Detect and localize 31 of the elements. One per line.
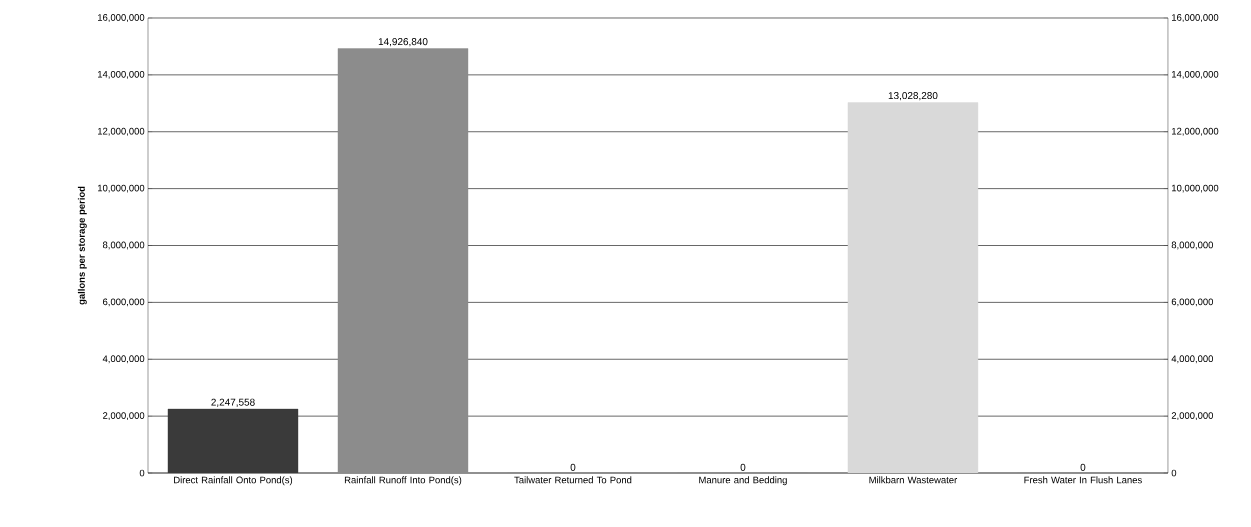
y2-tick-label: 0: [1171, 469, 1177, 477]
x-tick-label: Direct Rainfall Onto Pond(s): [174, 476, 293, 486]
x-tick-label: Fresh Water In Flush Lanes: [1024, 476, 1142, 484]
y2-tick-label: 10,000,000: [1172, 184, 1219, 193]
y-tick-label: 8,000,000: [102, 241, 145, 250]
y-axis-title: gallons per storage period: [77, 186, 87, 305]
y-tick-label: 16,000,000: [98, 14, 145, 22]
y-tick-label: 2,000,000: [103, 412, 145, 421]
x-tick-label: Manure and Bedding: [699, 476, 787, 486]
x-tick-label: Rainfall Runoff Into Pond(s): [344, 476, 462, 486]
y2-tick-label: 14,000,000: [1172, 70, 1219, 79]
x-tick-label: Tailwater Returned To Pond: [514, 476, 632, 484]
y-tick-label: 12,000,000: [98, 127, 145, 136]
y2-tick-label: 12,000,000: [1172, 127, 1219, 136]
data-label: 2,247,558: [211, 398, 255, 407]
y2-tick-label: 4,000,000: [1171, 355, 1214, 364]
y2-tick-label: 6,000,000: [1171, 298, 1214, 307]
data-label: 0: [1080, 463, 1086, 471]
y-tick-label: 10,000,000: [98, 184, 145, 193]
y-tick-label: 4,000,000: [102, 355, 145, 364]
y2-tick-label: 2,000,000: [1171, 412, 1214, 421]
x-tick-label: Milkbarn Wastewater: [869, 476, 958, 484]
data-label: 0: [570, 463, 576, 471]
y-tick-label: 0: [139, 469, 145, 477]
data-label: 14,926,840: [378, 38, 428, 47]
y2-tick-label: 16,000,000: [1172, 14, 1219, 22]
y2-tick-label: 8,000,000: [1171, 241, 1214, 250]
data-label: 13,028,280: [888, 92, 938, 101]
y-tick-label: 14,000,000: [98, 70, 145, 79]
y-tick-label: 6,000,000: [103, 298, 145, 307]
data-label: 0: [740, 463, 746, 471]
